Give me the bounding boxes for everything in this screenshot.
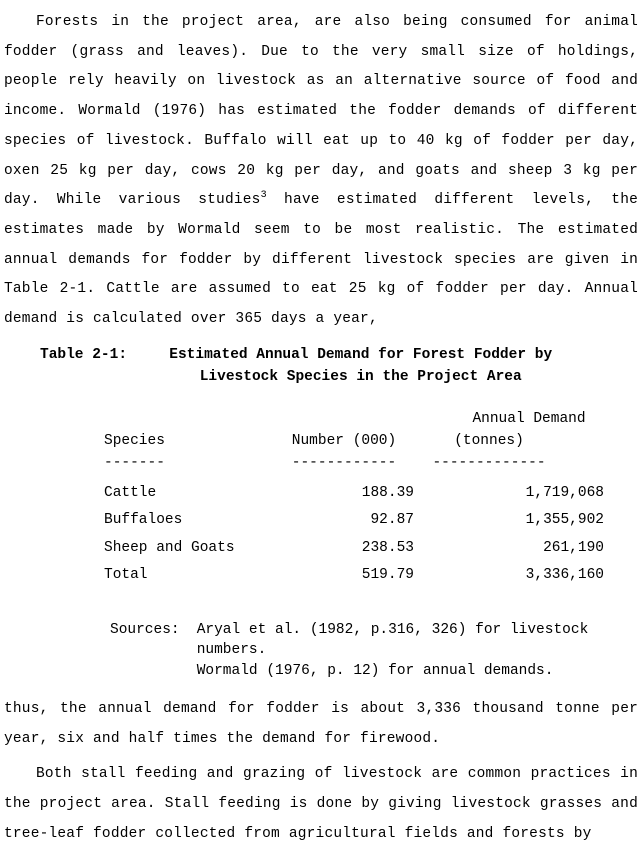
cell-species: Total — [104, 562, 274, 590]
table-row: Cattle 188.39 1,719,068 — [104, 480, 638, 508]
table-dashes-row: ------- ------------ ------------- — [104, 456, 638, 472]
table-label: Table 2-1: — [40, 345, 127, 367]
sources-label: Sources: — [110, 620, 188, 640]
dash-c2: ------------ — [274, 456, 414, 472]
table-title-text: Estimated Annual Demand for Forest Fodde… — [146, 345, 576, 389]
cell-species: Sheep and Goats — [104, 535, 274, 563]
table-row: Total 519.79 3,336,160 — [104, 562, 638, 590]
cell-demand: 3,336,160 — [454, 562, 604, 590]
col-header-blank — [104, 406, 274, 434]
fodder-demand-table: Annual Demand Species Number (000) (tonn… — [104, 406, 638, 590]
col-header-number: Number (000) — [274, 434, 414, 450]
cell-species: Buffaloes — [104, 507, 274, 535]
cell-number: 188.39 — [274, 480, 454, 508]
table-header-row-1: Annual Demand — [104, 406, 638, 434]
table-row: Buffaloes 92.87 1,355,902 — [104, 507, 638, 535]
table-sources: Sources: Aryal et al. (1982, p.316, 326)… — [110, 620, 638, 681]
sources-line-1: Aryal et al. (1982, p.316, 326) for live… — [197, 620, 627, 661]
table-caption: Table 2-1: Estimated Annual Demand for F… — [40, 345, 638, 389]
paragraph-3: Both stall feeding and grazing of livest… — [4, 760, 638, 849]
cell-number: 238.53 — [274, 535, 454, 563]
cell-species: Cattle — [104, 480, 274, 508]
cell-number: 92.87 — [274, 507, 454, 535]
paragraph-1: Forests in the project area, are also be… — [4, 8, 638, 335]
p1-text-a: Forests in the project area, are also be… — [4, 14, 638, 208]
table-header-row-2: Species Number (000) (tonnes) — [104, 434, 638, 450]
col-header-species: Species — [104, 434, 274, 450]
cell-number: 519.79 — [274, 562, 454, 590]
sources-label-spacer — [110, 661, 188, 681]
cell-demand: 261,190 — [454, 535, 604, 563]
paragraph-2: thus, the annual demand for fodder is ab… — [4, 695, 638, 754]
cell-demand: 1,355,902 — [454, 507, 604, 535]
p1-text-b: have estimated different levels, the est… — [4, 192, 638, 327]
document-page: Forests in the project area, are also be… — [0, 0, 642, 864]
dash-c3: ------------- — [414, 456, 564, 472]
col-header-demand-1: Annual Demand — [454, 406, 604, 434]
cell-demand: 1,719,068 — [454, 480, 604, 508]
table-row: Sheep and Goats 238.53 261,190 — [104, 535, 638, 563]
sources-line-2: Wormald (1976, p. 12) for annual demands… — [197, 661, 627, 681]
col-header-demand-2: (tonnes) — [414, 434, 564, 450]
dash-c1: ------- — [104, 456, 274, 472]
col-header-blank2 — [274, 406, 454, 434]
